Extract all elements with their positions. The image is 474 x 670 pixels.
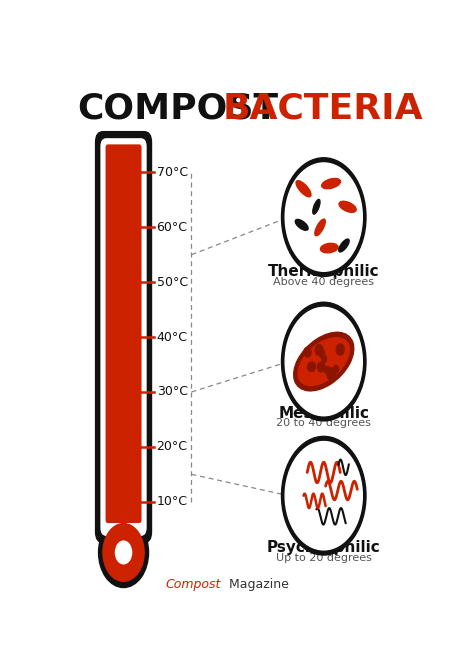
Text: Magazine: Magazine bbox=[225, 578, 289, 592]
Text: 40°C: 40°C bbox=[156, 330, 188, 344]
Circle shape bbox=[309, 362, 316, 371]
Ellipse shape bbox=[313, 200, 320, 214]
Ellipse shape bbox=[339, 239, 349, 252]
Circle shape bbox=[315, 344, 323, 355]
Text: 50°C: 50°C bbox=[156, 275, 188, 289]
Circle shape bbox=[308, 362, 313, 371]
Circle shape bbox=[325, 367, 330, 374]
Ellipse shape bbox=[322, 178, 340, 189]
Ellipse shape bbox=[295, 219, 308, 230]
Text: 60°C: 60°C bbox=[156, 220, 188, 234]
Circle shape bbox=[327, 368, 336, 380]
FancyBboxPatch shape bbox=[106, 144, 142, 523]
Text: Compost: Compost bbox=[165, 578, 221, 592]
Ellipse shape bbox=[296, 181, 311, 197]
Circle shape bbox=[336, 344, 344, 355]
Text: 70°C: 70°C bbox=[156, 166, 188, 179]
Text: Mesophilic: Mesophilic bbox=[278, 405, 369, 421]
FancyBboxPatch shape bbox=[100, 138, 146, 536]
Ellipse shape bbox=[315, 219, 325, 236]
FancyBboxPatch shape bbox=[95, 131, 152, 543]
Text: Psychrophilic: Psychrophilic bbox=[267, 540, 381, 555]
Ellipse shape bbox=[294, 332, 354, 391]
Circle shape bbox=[282, 157, 366, 277]
Circle shape bbox=[304, 347, 311, 357]
Circle shape bbox=[318, 362, 325, 372]
Text: 10°C: 10°C bbox=[156, 495, 188, 509]
Circle shape bbox=[319, 350, 325, 358]
Ellipse shape bbox=[298, 338, 349, 385]
Circle shape bbox=[333, 365, 338, 373]
Text: 20°C: 20°C bbox=[156, 440, 188, 454]
Text: Above 40 degrees: Above 40 degrees bbox=[273, 277, 374, 287]
Circle shape bbox=[103, 523, 144, 582]
Text: COMPOST: COMPOST bbox=[78, 92, 279, 126]
Text: Up to 20 degrees: Up to 20 degrees bbox=[276, 553, 372, 563]
Text: Thermophilic: Thermophilic bbox=[268, 264, 380, 279]
Ellipse shape bbox=[339, 201, 356, 212]
Circle shape bbox=[322, 356, 327, 362]
Text: 30°C: 30°C bbox=[156, 385, 188, 399]
Circle shape bbox=[116, 541, 132, 563]
Circle shape bbox=[325, 366, 330, 373]
Text: 20 to 40 degrees: 20 to 40 degrees bbox=[276, 419, 371, 429]
Circle shape bbox=[285, 163, 362, 271]
Circle shape bbox=[282, 436, 366, 555]
Circle shape bbox=[285, 308, 362, 415]
Text: BACTERIA: BACTERIA bbox=[223, 92, 423, 126]
Circle shape bbox=[99, 517, 148, 588]
Circle shape bbox=[282, 302, 366, 421]
Circle shape bbox=[285, 442, 362, 550]
Ellipse shape bbox=[320, 243, 338, 253]
